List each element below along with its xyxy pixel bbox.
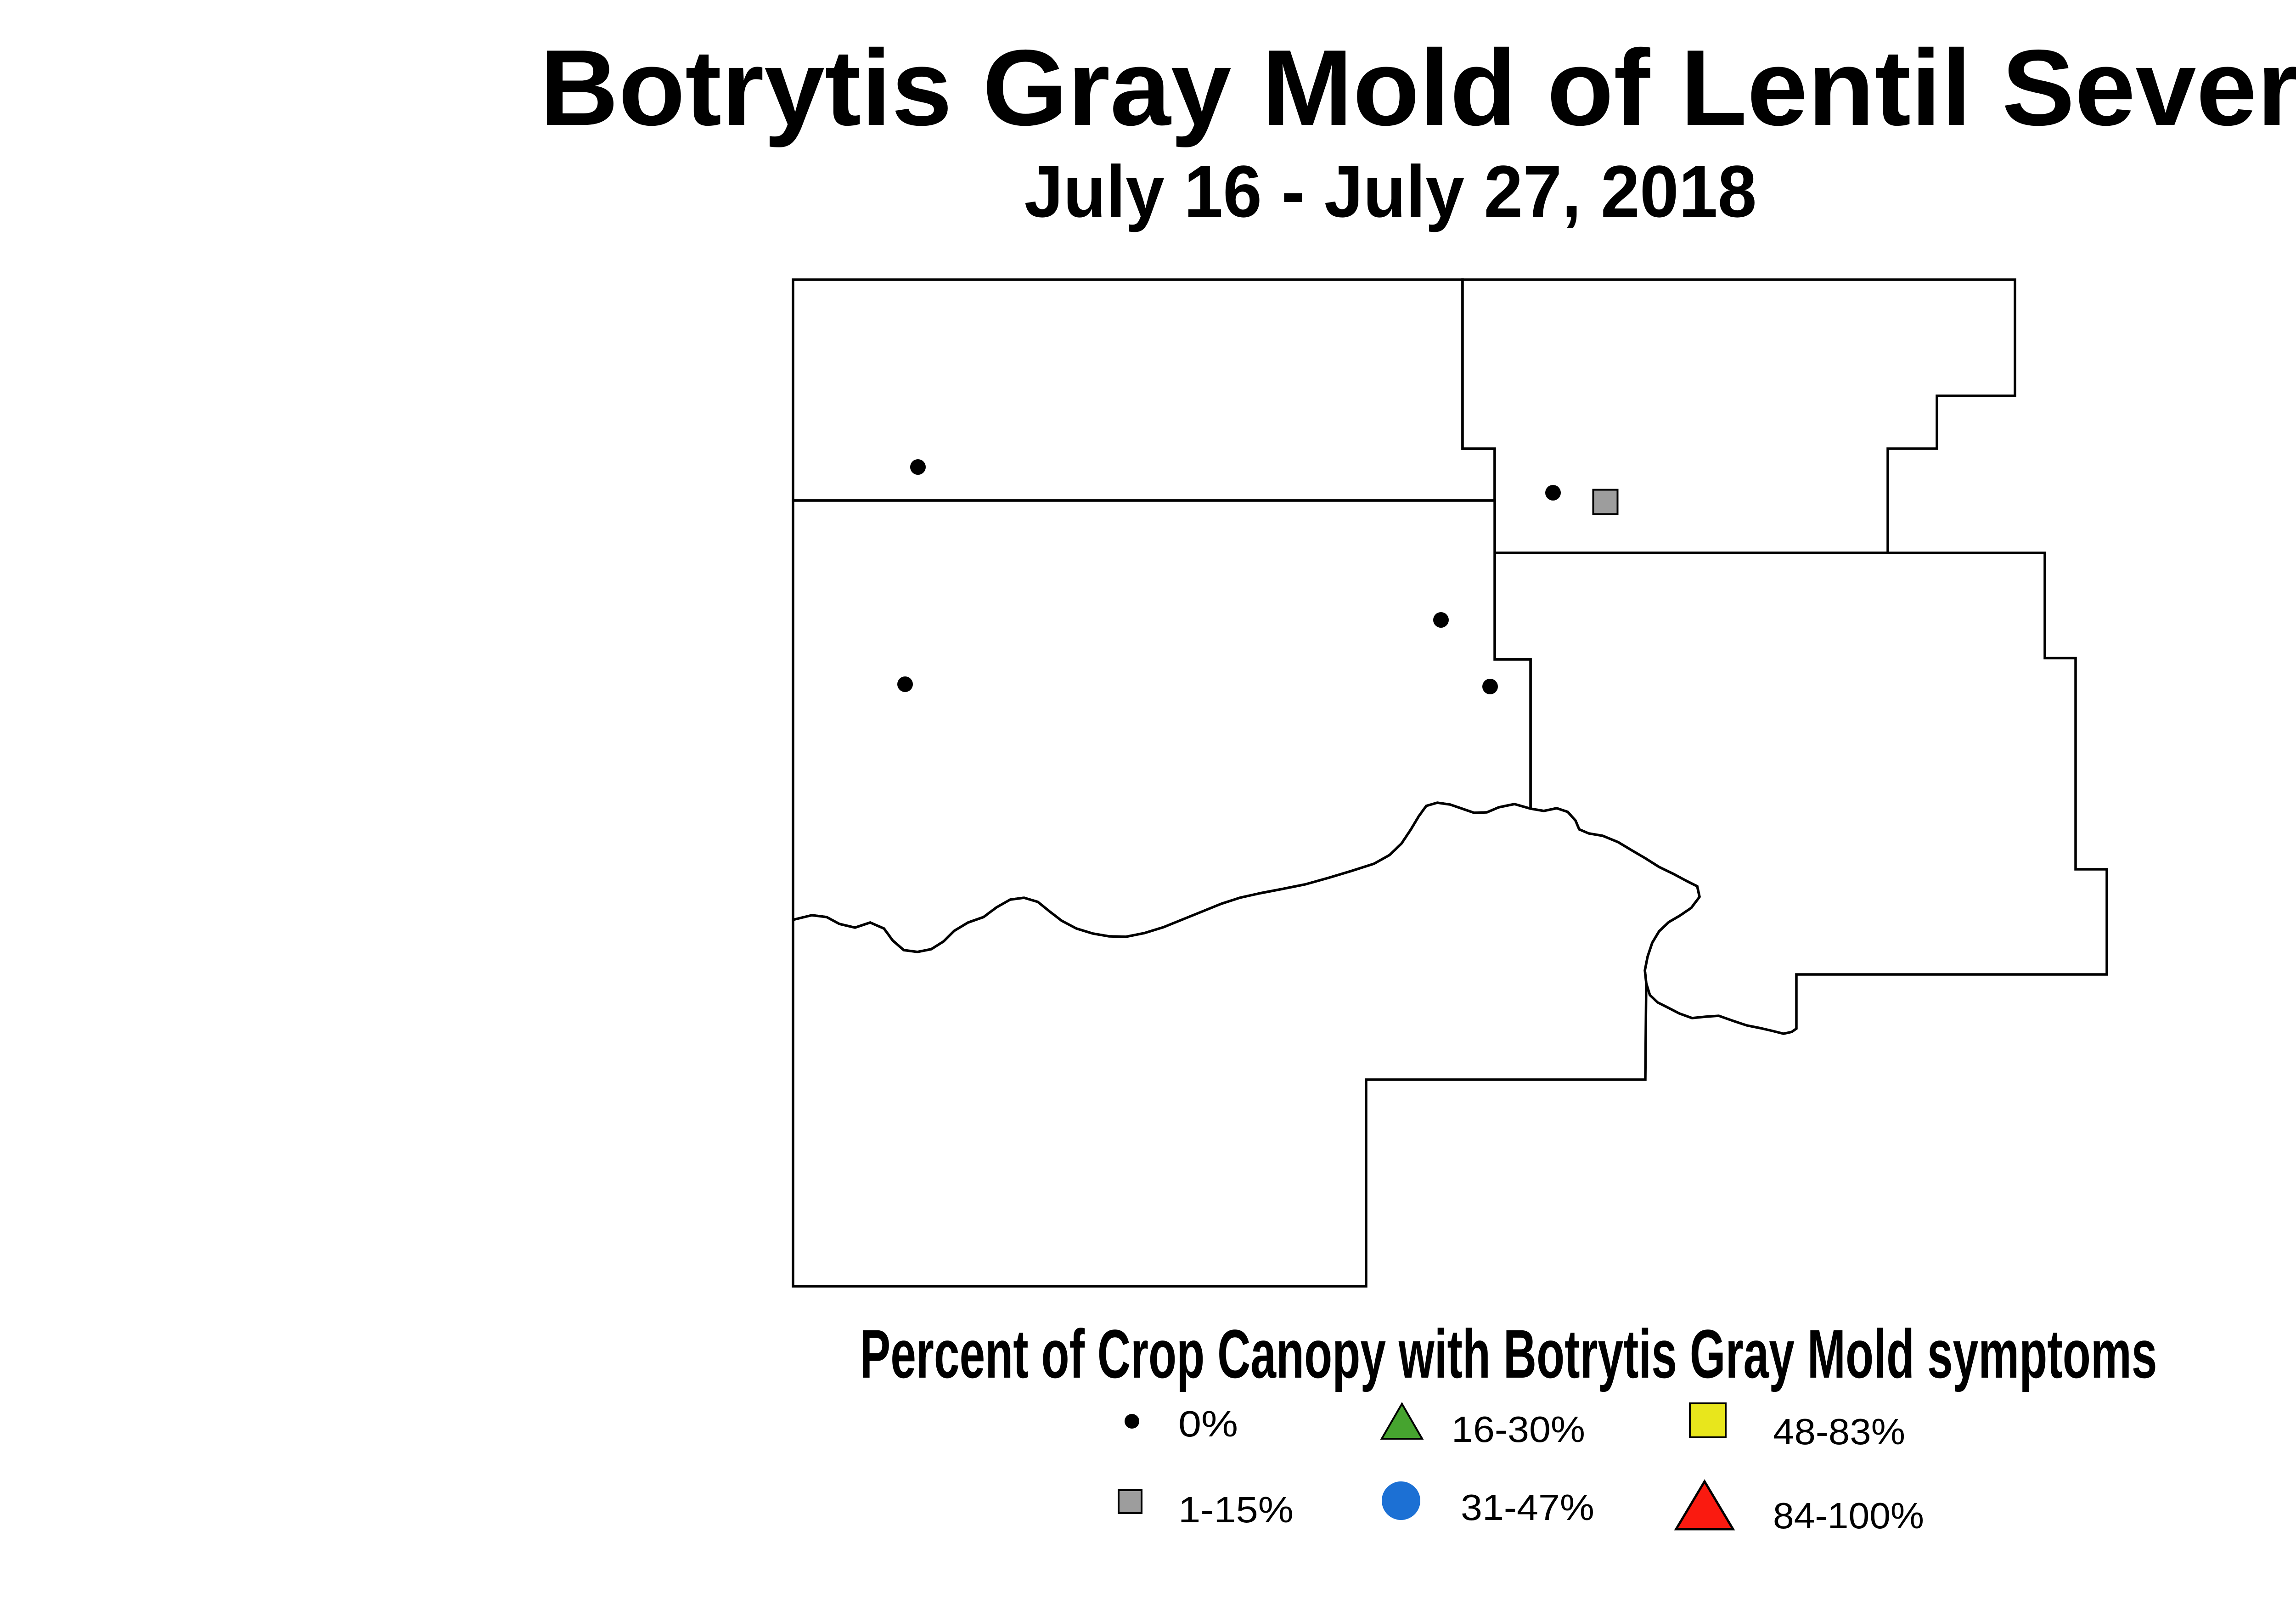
county-top-right (1461, 278, 2016, 554)
map-point-dot (910, 459, 926, 475)
legend-label-84-100: 84-100% (1773, 1495, 1924, 1536)
legend-label-31-47: 31-47% (1461, 1487, 1594, 1528)
map-point-dot (897, 676, 913, 692)
legend-symbol-blue-circle (1382, 1481, 1420, 1520)
page-title: Botrytis Gray Mold of Lentil Severity (540, 27, 2296, 148)
map-point-dot (1545, 485, 1561, 501)
survey-points (897, 459, 1619, 694)
legend-symbol-red-triangle (1674, 1479, 1735, 1531)
county-bottom (792, 801, 1701, 1288)
legend-label-16-30: 16-30% (1452, 1409, 1585, 1450)
legend-label-0: 0% (1178, 1403, 1238, 1444)
legend-symbol-gray-square (1118, 1489, 1142, 1514)
legend-label-48-83: 48-83% (1773, 1411, 1905, 1452)
legend-label-1-15: 1-15% (1178, 1489, 1294, 1530)
legend: Percent of Crop Canopy with Botrytis Gra… (860, 1315, 2157, 1536)
map-point-dot (1482, 679, 1498, 694)
legend-symbol-yellow-square (1689, 1402, 1727, 1438)
legend-symbol-green-triangle (1380, 1402, 1424, 1440)
map-point-square (1592, 489, 1619, 515)
map-point-dot (1433, 612, 1449, 628)
county-top-left (792, 278, 1496, 502)
legend-title: Percent of Crop Canopy with Botrytis Gra… (860, 1315, 2157, 1392)
legend-symbol-black-dot (1125, 1414, 1139, 1429)
county-boundaries (792, 278, 2108, 1288)
page-subtitle: July 16 - July 27, 2018 (1024, 150, 1757, 232)
